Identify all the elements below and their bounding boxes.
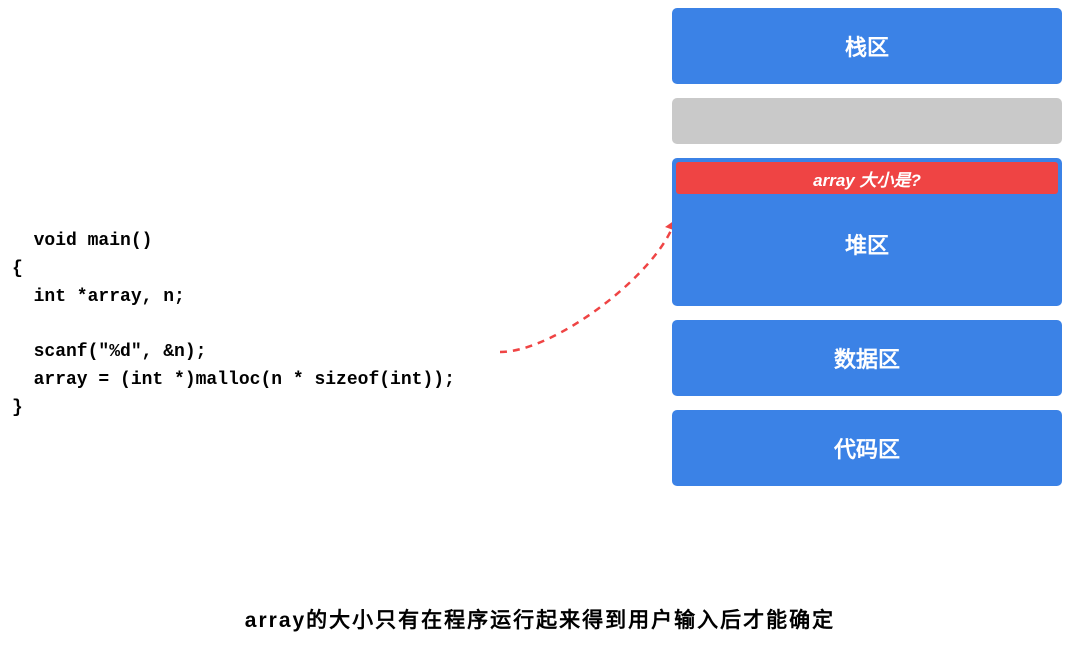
memory-layout: 栈区 array 大小是? 堆区 数据区 代码区 <box>672 8 1062 500</box>
stack-label: 栈区 <box>845 30 889 62</box>
memory-heap-region: array 大小是? 堆区 <box>672 158 1062 306</box>
arrow-path <box>500 220 675 352</box>
data-label: 数据区 <box>834 342 900 374</box>
memory-code-region: 代码区 <box>672 410 1062 486</box>
code-text: void main() { int *array, n; scanf("%d",… <box>12 231 455 418</box>
code-block: void main() { int *array, n; scanf("%d",… <box>12 200 455 423</box>
memory-gap-region <box>672 98 1062 144</box>
memory-stack-region: 栈区 <box>672 8 1062 84</box>
heap-label: 堆区 <box>845 228 889 260</box>
code-region-label: 代码区 <box>834 432 900 464</box>
caption-text-container: array的大小只有在程序运行起来得到用户输入后才能确定 <box>0 604 1080 634</box>
memory-data-region: 数据区 <box>672 320 1062 396</box>
caption-text: array的大小只有在程序运行起来得到用户输入后才能确定 <box>245 609 835 632</box>
arrow-to-heap <box>495 212 695 362</box>
